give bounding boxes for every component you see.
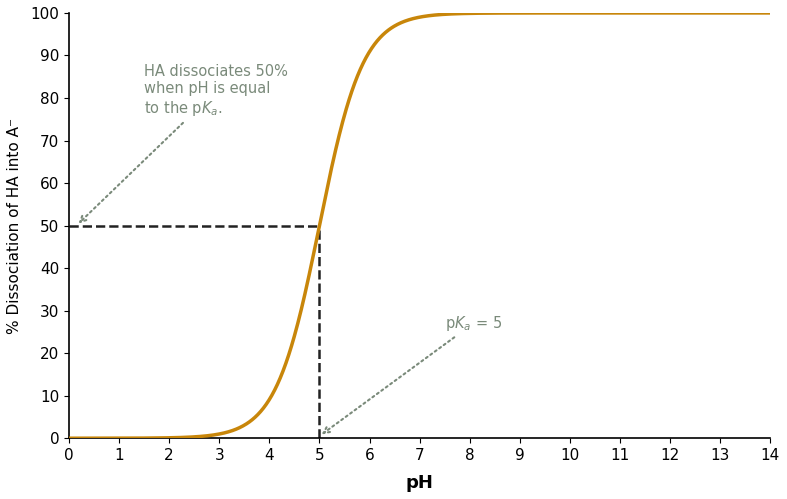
Text: HA dissociates 50%
when pH is equal
to the p$K_a$.: HA dissociates 50% when pH is equal to t… (80, 64, 288, 222)
Text: p$K_a$ = 5: p$K_a$ = 5 (323, 314, 502, 433)
Y-axis label: % Dissociation of HA into A⁻: % Dissociation of HA into A⁻ (7, 118, 22, 334)
X-axis label: pH: pH (406, 474, 434, 492)
